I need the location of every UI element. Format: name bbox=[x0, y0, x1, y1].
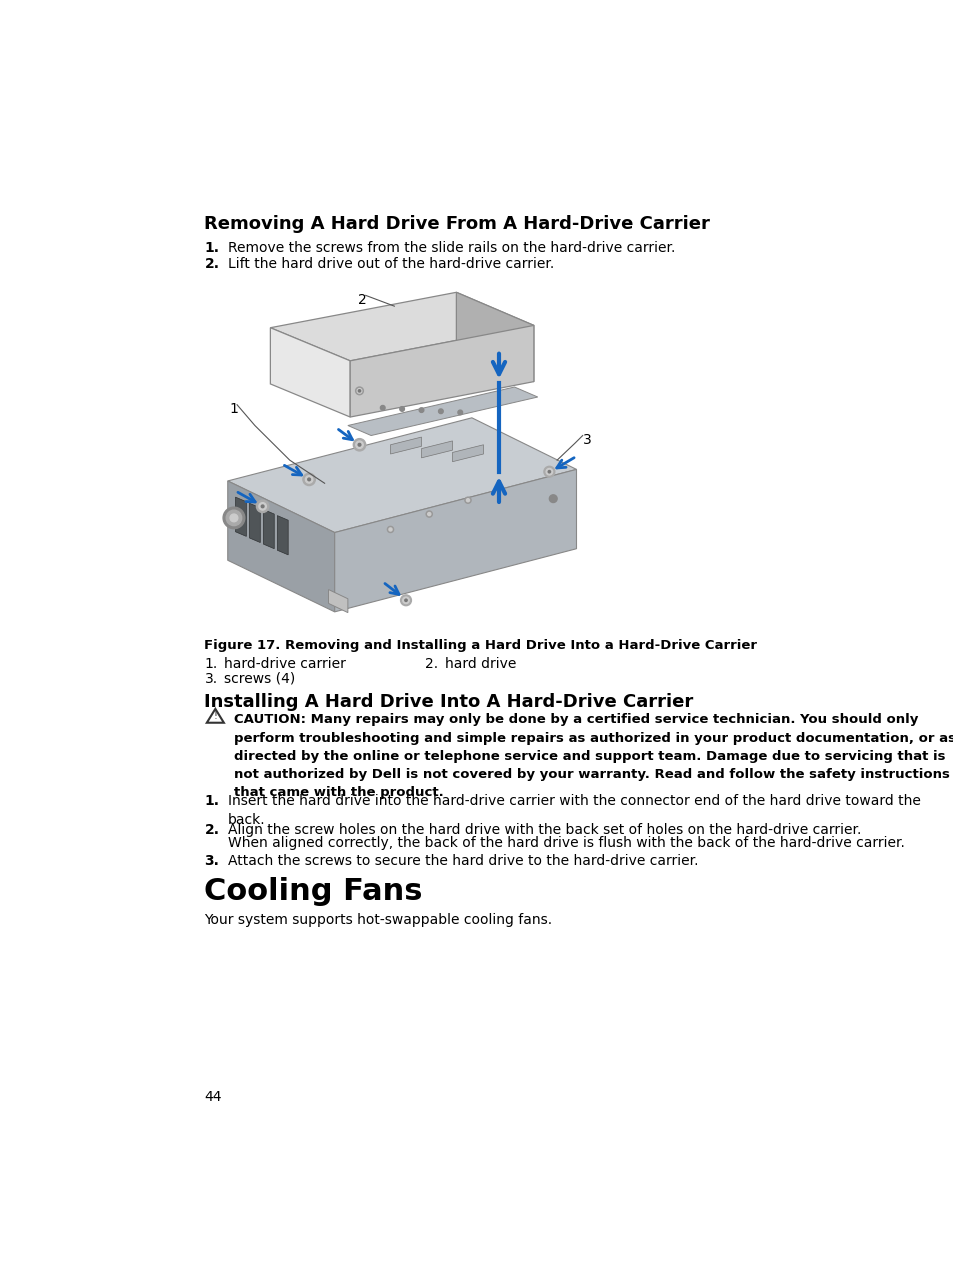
Text: Cooling Fans: Cooling Fans bbox=[204, 877, 422, 907]
Polygon shape bbox=[390, 437, 421, 454]
Circle shape bbox=[256, 500, 269, 512]
Circle shape bbox=[355, 387, 363, 394]
Text: 2.: 2. bbox=[204, 257, 219, 271]
Polygon shape bbox=[328, 590, 348, 612]
Polygon shape bbox=[452, 445, 483, 462]
Text: 1.: 1. bbox=[204, 241, 219, 255]
Circle shape bbox=[426, 511, 432, 517]
Circle shape bbox=[356, 388, 361, 393]
Circle shape bbox=[402, 597, 409, 604]
Circle shape bbox=[230, 514, 237, 521]
Circle shape bbox=[400, 595, 411, 606]
Text: CAUTION: Many repairs may only be done by a certified service technician. You sh: CAUTION: Many repairs may only be done b… bbox=[233, 714, 953, 799]
Text: Lift the hard drive out of the hard-drive carrier.: Lift the hard drive out of the hard-driv… bbox=[228, 257, 554, 271]
Text: 3.: 3. bbox=[204, 672, 217, 686]
Circle shape bbox=[305, 476, 313, 483]
Text: Your system supports hot-swappable cooling fans.: Your system supports hot-swappable cooli… bbox=[204, 913, 552, 927]
Polygon shape bbox=[263, 510, 274, 549]
Circle shape bbox=[387, 526, 394, 533]
Text: 2: 2 bbox=[357, 293, 366, 307]
Circle shape bbox=[357, 444, 360, 446]
Circle shape bbox=[438, 410, 443, 413]
Circle shape bbox=[418, 408, 423, 412]
Polygon shape bbox=[270, 293, 534, 361]
Circle shape bbox=[457, 410, 462, 415]
Circle shape bbox=[548, 470, 550, 473]
Circle shape bbox=[549, 495, 557, 502]
Circle shape bbox=[355, 441, 363, 449]
Text: Removing A Hard Drive From A Hard-Drive Carrier: Removing A Hard Drive From A Hard-Drive … bbox=[204, 216, 710, 233]
Polygon shape bbox=[249, 503, 260, 543]
Polygon shape bbox=[456, 293, 534, 382]
Polygon shape bbox=[350, 326, 534, 417]
Polygon shape bbox=[335, 469, 576, 612]
Circle shape bbox=[545, 468, 552, 476]
Polygon shape bbox=[270, 327, 350, 417]
Polygon shape bbox=[235, 497, 246, 536]
Circle shape bbox=[399, 407, 404, 411]
Text: 1.: 1. bbox=[204, 657, 217, 671]
Text: 44: 44 bbox=[204, 1090, 222, 1104]
Text: When aligned correctly, the back of the hard drive is flush with the back of the: When aligned correctly, the back of the … bbox=[228, 836, 903, 850]
Text: hard drive: hard drive bbox=[444, 657, 516, 671]
Text: Remove the screws from the slide rails on the hard-drive carrier.: Remove the screws from the slide rails o… bbox=[228, 241, 675, 255]
Polygon shape bbox=[228, 481, 335, 612]
Circle shape bbox=[380, 406, 385, 410]
Text: 2.: 2. bbox=[204, 823, 219, 837]
Text: Figure 17. Removing and Installing a Hard Drive Into a Hard-Drive Carrier: Figure 17. Removing and Installing a Har… bbox=[204, 639, 757, 652]
Polygon shape bbox=[277, 516, 288, 555]
Circle shape bbox=[223, 507, 245, 529]
Circle shape bbox=[358, 389, 360, 392]
Circle shape bbox=[258, 502, 266, 510]
Circle shape bbox=[427, 512, 431, 516]
Text: 3: 3 bbox=[582, 434, 591, 448]
Text: Insert the hard drive into the hard-drive carrier with the connector end of the : Insert the hard drive into the hard-driv… bbox=[228, 794, 920, 827]
Text: 3.: 3. bbox=[204, 855, 219, 869]
Text: Installing A Hard Drive Into A Hard-Drive Carrier: Installing A Hard Drive Into A Hard-Driv… bbox=[204, 692, 693, 710]
Circle shape bbox=[389, 527, 392, 531]
Text: !: ! bbox=[213, 711, 217, 720]
Circle shape bbox=[303, 473, 315, 486]
Text: hard-drive carrier: hard-drive carrier bbox=[224, 657, 345, 671]
Circle shape bbox=[308, 478, 310, 481]
Text: 1.: 1. bbox=[204, 794, 219, 808]
Text: 1: 1 bbox=[229, 402, 238, 416]
Polygon shape bbox=[421, 441, 452, 458]
Text: Attach the screws to secure the hard drive to the hard-drive carrier.: Attach the screws to secure the hard dri… bbox=[228, 855, 698, 869]
Circle shape bbox=[226, 510, 241, 526]
Circle shape bbox=[464, 497, 471, 503]
Text: 2.: 2. bbox=[425, 657, 438, 671]
Circle shape bbox=[261, 505, 264, 507]
Text: Align the screw holes on the hard drive with the back set of holes on the hard-d: Align the screw holes on the hard drive … bbox=[228, 823, 861, 837]
Text: screws (4): screws (4) bbox=[224, 672, 294, 686]
Circle shape bbox=[466, 498, 469, 502]
Circle shape bbox=[543, 467, 555, 477]
Polygon shape bbox=[228, 418, 576, 533]
Circle shape bbox=[404, 598, 407, 601]
Circle shape bbox=[353, 439, 365, 451]
Polygon shape bbox=[348, 387, 537, 435]
